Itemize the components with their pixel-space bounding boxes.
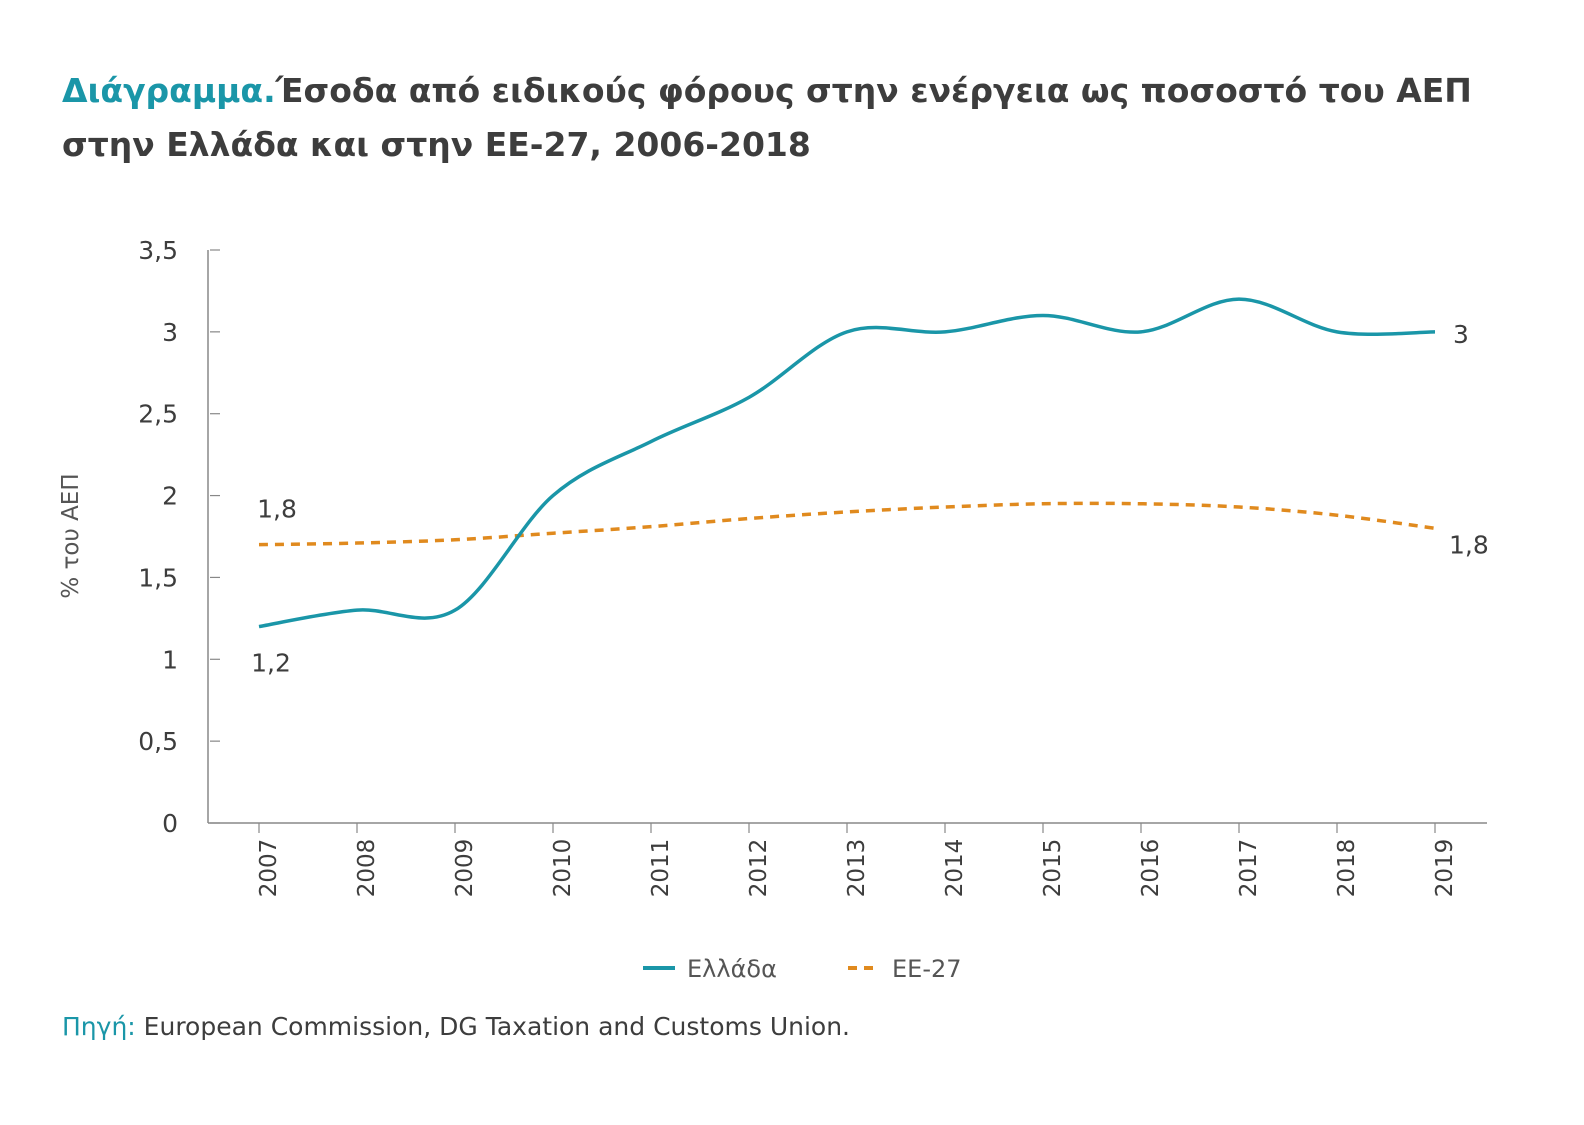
- legend-label-greece: Ελλάδα: [687, 955, 777, 983]
- x-tick-label: 2013: [844, 839, 870, 898]
- x-tick-label: 2015: [1040, 839, 1066, 898]
- chart-title: Διάγραμμα.Έσοδα από ειδικούς φόρους στην…: [62, 64, 1532, 172]
- source-text: European Commission, DG Taxation and Cus…: [143, 1012, 851, 1041]
- x-tick-label: 2008: [354, 839, 380, 898]
- series-line-greece: [258, 297, 1436, 629]
- y-tick-label: 3,5: [138, 236, 178, 265]
- y-tick-label: 1: [162, 645, 178, 674]
- x-tick-label: 2009: [452, 839, 478, 898]
- x-tick-label: 2019: [1432, 839, 1458, 898]
- y-tick-label: 0,5: [138, 727, 178, 756]
- y-tick-label: 2: [162, 482, 178, 511]
- x-tick-label: 2018: [1334, 839, 1360, 898]
- y-tick-label: 1,5: [138, 563, 178, 592]
- x-tick-label: 2007: [256, 839, 282, 898]
- data-label: 1,8: [257, 495, 297, 524]
- x-tick-label: 2012: [746, 839, 772, 898]
- title-prefix: Διάγραμμα.: [62, 71, 276, 110]
- legend-label-eu27: ΕΕ-27: [892, 955, 962, 983]
- source-note: Πηγή: European Commission, DG Taxation a…: [62, 1012, 850, 1041]
- y-tick-label: 2,5: [138, 400, 178, 429]
- x-tick-label: 2010: [550, 839, 576, 898]
- x-tick-label: 2016: [1138, 839, 1164, 898]
- source-label: Πηγή:: [62, 1012, 136, 1041]
- x-tick-label: 2017: [1236, 839, 1262, 898]
- title-text: Έσοδα από ειδικούς φόρους στην ενέργεια …: [62, 71, 1472, 164]
- data-label: 1,2: [251, 649, 291, 678]
- x-tick-label: 2014: [942, 839, 968, 898]
- data-label: 1,8: [1449, 530, 1489, 559]
- y-axis-title: % του ΑΕΠ: [58, 473, 84, 598]
- y-tick-label: 3: [162, 318, 178, 347]
- series-line-eu27: [258, 501, 1436, 547]
- x-tick-label: 2011: [648, 839, 674, 898]
- data-label: 3: [1453, 320, 1469, 349]
- y-tick-label: 0: [162, 809, 178, 838]
